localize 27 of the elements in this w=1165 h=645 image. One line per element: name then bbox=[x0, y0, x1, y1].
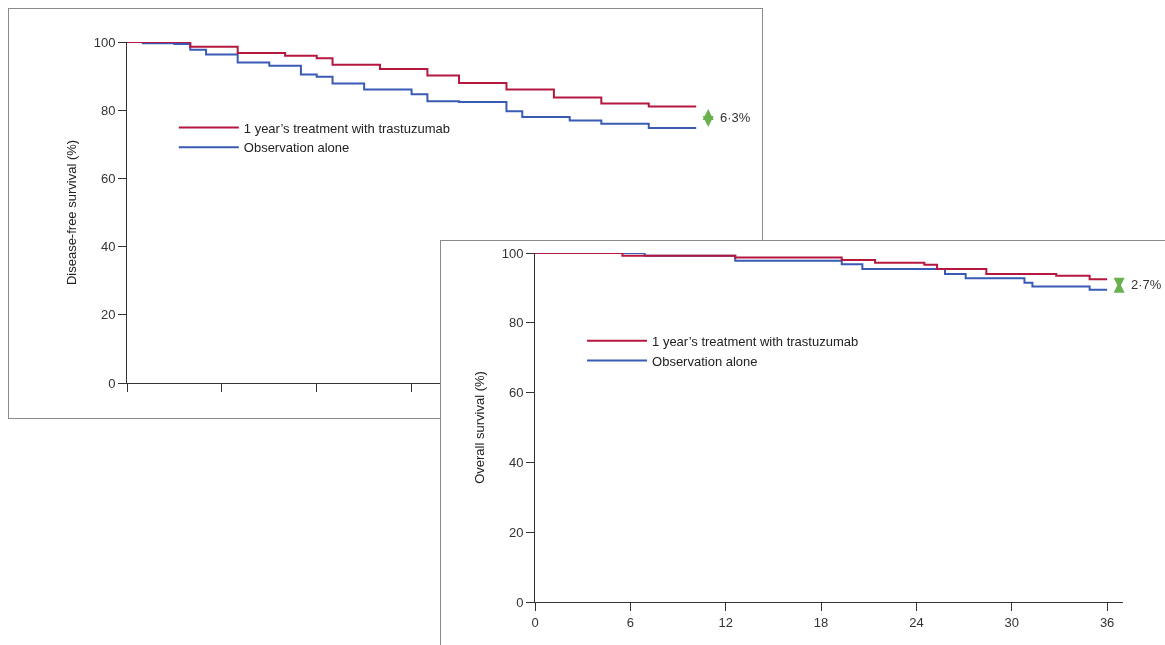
y-tick-label: 60 bbox=[100, 170, 116, 186]
legend-label: Observation alone bbox=[652, 353, 758, 369]
y-tick-label: 100 bbox=[501, 245, 524, 261]
y-tick-label: 0 bbox=[108, 375, 116, 391]
y-tick-label: 0 bbox=[516, 594, 524, 610]
y-tick-label: 100 bbox=[93, 34, 116, 50]
y-tick-label: 80 bbox=[100, 102, 116, 118]
x-tick-label: 30 bbox=[1004, 614, 1019, 630]
x-tick-label: 24 bbox=[909, 614, 924, 630]
text: 2·7% bbox=[1131, 277, 1162, 292]
y-tick-label: 20 bbox=[100, 307, 116, 323]
y-axis-title: Disease-free survival (%) bbox=[63, 139, 79, 286]
y-tick-label: 20 bbox=[508, 524, 524, 540]
text: 6·3% bbox=[720, 110, 751, 125]
legend-label: 1 year’s treatment with trastuzumab bbox=[652, 333, 859, 349]
x-tick-label: 18 bbox=[813, 614, 829, 630]
legend-label: 1 year’s treatment with trastuzumab bbox=[243, 120, 450, 136]
legend-label: Observation alone bbox=[243, 140, 350, 156]
y-tick-label: 40 bbox=[508, 454, 524, 470]
x-tick-label: 36 bbox=[1099, 614, 1115, 630]
y-tick-label: 40 bbox=[100, 239, 116, 255]
y-axis-title: Overall survival (%) bbox=[471, 371, 487, 484]
y-tick-label: 80 bbox=[508, 315, 524, 331]
x-tick-label: 12 bbox=[718, 614, 733, 630]
x-tick-label: 0 bbox=[531, 614, 539, 630]
x-tick-label: 6 bbox=[626, 614, 634, 630]
y-tick-label: 60 bbox=[508, 385, 524, 401]
